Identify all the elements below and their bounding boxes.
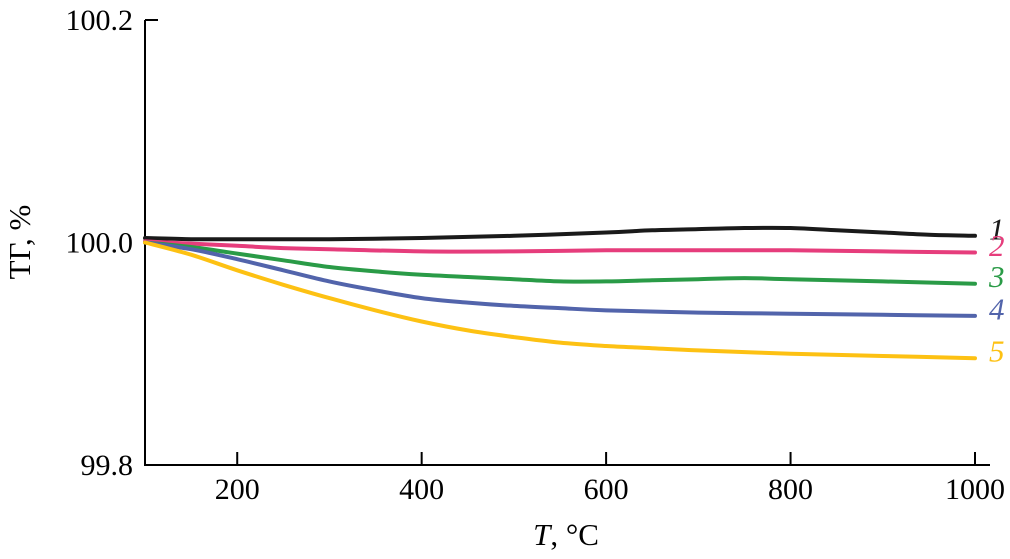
y-tick-label: 99.8 (81, 449, 134, 482)
x-tick-label: 600 (584, 473, 629, 506)
series-label-1: 1 (989, 211, 1005, 246)
y-axis-title: ТГ, % (2, 205, 37, 280)
x-axis-title: T, °C (533, 517, 599, 552)
series-label-2: 2 (989, 228, 1005, 263)
x-tick-label: 400 (399, 473, 444, 506)
series-line-4 (143, 240, 977, 318)
x-axis-title-symbol: T (533, 517, 553, 552)
series-label-3: 3 (988, 259, 1005, 294)
x-tick-label: 200 (215, 473, 260, 506)
x-axis-title-unit: , °C (550, 517, 599, 552)
x-tick-label: 1000 (945, 473, 1005, 506)
y-tick-label: 100.2 (66, 4, 134, 37)
y-tick-label: 100.0 (66, 227, 134, 260)
axis-spines (144, 20, 990, 466)
series-label-4: 4 (989, 291, 1005, 326)
series-line-3 (143, 240, 977, 286)
series-label-5: 5 (989, 334, 1005, 369)
x-tick-label: 800 (768, 473, 813, 506)
series-line-1 (143, 225, 977, 242)
series-line-5 (143, 240, 977, 361)
series-line-2 (143, 239, 977, 255)
